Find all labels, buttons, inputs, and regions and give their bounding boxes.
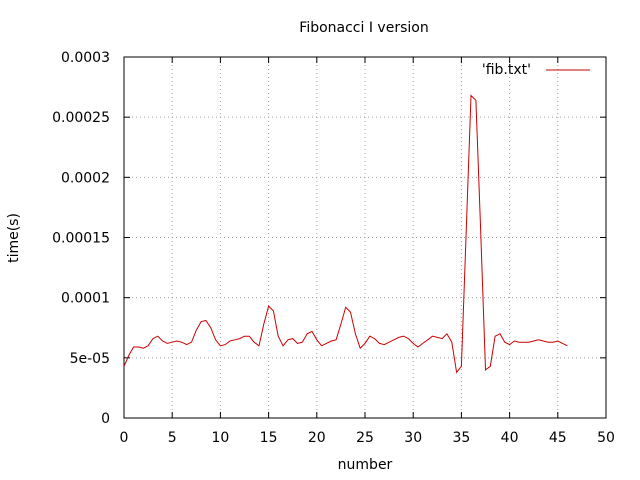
x-tick-label: 20 <box>308 430 326 446</box>
x-tick-label: 40 <box>501 430 519 446</box>
plot-frame <box>123 56 607 419</box>
y-tick-label: 0.0003 <box>61 50 110 66</box>
series-layer <box>123 94 568 374</box>
x-tick-label: 10 <box>211 430 229 446</box>
y-tick-labels: 0 5e-05 0.0001 0.00015 0.0002 0.00025 0.0003 <box>52 50 110 427</box>
x-axis-label: number <box>338 457 393 473</box>
chart-title: Fibonacci I version <box>299 20 428 36</box>
y-tick-label: 0.0001 <box>61 291 110 307</box>
y-axis-label: time(s) <box>6 213 22 263</box>
x-tick-labels: 0 5 10 15 20 25 30 35 40 45 50 <box>120 430 615 446</box>
y-tick-label: 0.0002 <box>61 170 110 186</box>
legend-label: 'fib.txt' <box>482 62 531 78</box>
legend: 'fib.txt' <box>482 62 590 78</box>
y-tick-label: 0.00025 <box>52 110 110 126</box>
y-tick-label: 0 <box>101 411 110 427</box>
x-tick-label: 5 <box>168 430 177 446</box>
y-tick-label: 5e-05 <box>70 351 110 367</box>
x-tick-label: 15 <box>260 430 278 446</box>
x-tick-label: 0 <box>120 430 129 446</box>
grid-lines <box>124 57 606 418</box>
x-tick-label: 25 <box>356 430 374 446</box>
x-tick-label: 45 <box>549 430 567 446</box>
x-tick-label: 30 <box>404 430 422 446</box>
x-tick-label: 50 <box>597 430 615 446</box>
series-line <box>123 94 568 374</box>
x-tick-label: 35 <box>452 430 470 446</box>
y-tick-label: 0.00015 <box>52 231 110 247</box>
